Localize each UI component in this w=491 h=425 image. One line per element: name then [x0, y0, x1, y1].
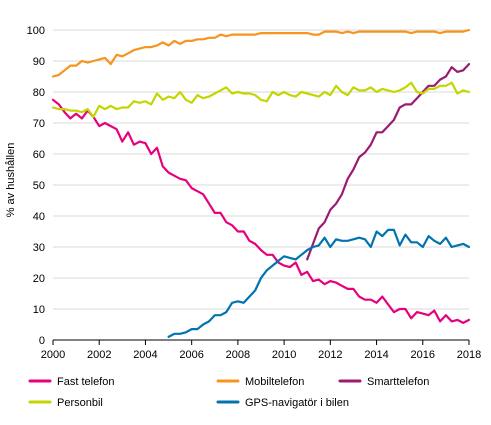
x-tick-label: 2004: [133, 349, 157, 361]
x-tick-label: 2014: [364, 349, 388, 361]
y-tick-label: 90: [33, 56, 45, 68]
y-tick-label: 50: [33, 180, 45, 192]
x-tick-label: 2012: [318, 349, 342, 361]
series-line-3: [306, 62, 471, 261]
series-line-1: [51, 98, 471, 324]
series-line-2: [51, 28, 471, 78]
y-tick-label: 30: [33, 242, 45, 254]
legend-label: Fast telefon: [57, 376, 114, 388]
y-tick-label: 60: [33, 149, 45, 161]
x-axis: 2000 2002 2004 2006 2008 2010 2012 2014 2016 2018: [41, 340, 481, 361]
y-tick-label: 40: [33, 211, 45, 223]
legend-label: GPS-navigatör i bilen: [245, 397, 349, 409]
x-tick-label: 2006: [179, 349, 203, 361]
y-tick-label: 0: [39, 335, 45, 347]
legend-item: Smarttelefon: [338, 376, 429, 388]
legend: Fast telefon Mobiltelefon Smarttelefon Pers…: [28, 376, 429, 409]
series-line-4: [51, 81, 471, 118]
y-tick-label: 100: [27, 25, 45, 37]
x-tick-label: 2002: [87, 349, 111, 361]
series-line-5: [167, 228, 471, 338]
legend-label: Mobiltelefon: [245, 376, 304, 388]
y-tick-label: 10: [33, 304, 45, 316]
legend-item: Fast telefon: [28, 376, 114, 388]
y-tick-label: 20: [33, 273, 45, 285]
x-tick-label: 2008: [226, 349, 250, 361]
legend-item: GPS-navigatör i bilen: [216, 397, 349, 409]
y-axis: 0 10 20 30 40 50 60 70 80 90 100: [27, 25, 45, 347]
y-axis-title: % av hushållen: [5, 143, 17, 218]
x-tick-label: 2018: [457, 349, 481, 361]
legend-label: Personbil: [57, 397, 103, 409]
y-tick-label: 70: [33, 118, 45, 130]
x-tick-label: 2010: [272, 349, 296, 361]
legend-label: Smarttelefon: [367, 376, 429, 388]
grid: [53, 29, 469, 310]
x-tick-label: 2016: [411, 349, 435, 361]
legend-item: Mobiltelefon: [216, 376, 304, 388]
x-tick-label: 2000: [41, 349, 65, 361]
legend-item: Personbil: [28, 397, 103, 409]
y-tick-label: 80: [33, 87, 45, 99]
series-group: [51, 28, 471, 338]
